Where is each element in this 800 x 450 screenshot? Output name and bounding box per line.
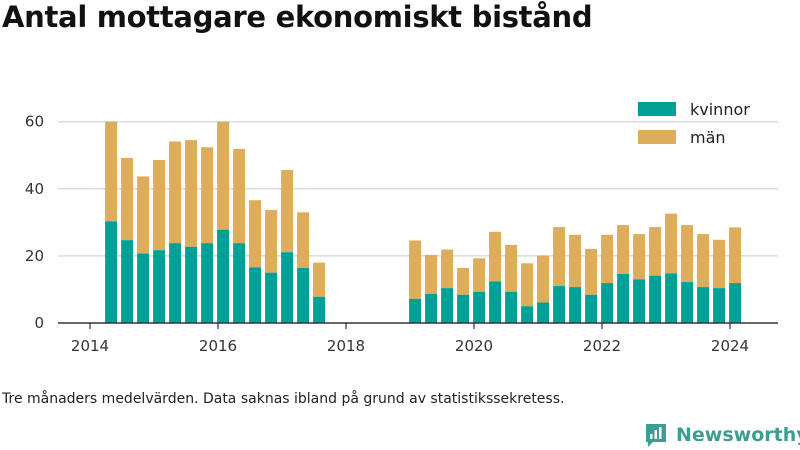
bar-man [249,200,262,268]
bar-man [489,231,502,282]
bar-kvinnor [217,229,230,323]
bar-kvinnor [137,253,150,323]
bar-man [409,240,422,299]
bar-kvinnor [441,288,454,323]
bar-chart-logo-icon [646,424,666,447]
bar-man [457,267,470,295]
bar-kvinnor [601,283,614,323]
bar-man [617,225,630,275]
bars [105,121,742,323]
bar-man [233,148,246,244]
x-tick-label: 2024 [711,337,749,355]
bar-man [201,147,214,244]
bar-kvinnor [537,302,550,323]
y-tick-label: 20 [25,247,44,265]
x-tick-label: 2018 [327,337,365,355]
bar-man [169,141,182,244]
bar-kvinnor [233,243,246,323]
bar-man [265,209,278,273]
bar-man [713,239,726,289]
bar-kvinnor [649,275,662,323]
bar-man [137,176,150,254]
bar-kvinnor [585,294,598,323]
y-axis-ticks: 0 20 40 60 [25,113,44,332]
bar-kvinnor [729,283,742,323]
bar-man [313,262,326,297]
bar-kvinnor [169,243,182,323]
legend: kvinnor män [638,100,750,147]
chart-caption: Tre månaders medelvärden. Data saknas ib… [2,391,565,407]
bar-man [505,244,518,292]
bar-man [185,140,198,247]
bar-kvinnor [153,250,166,323]
bar-kvinnor [505,291,518,323]
bar-kvinnor [249,267,262,323]
bar-kvinnor [633,279,646,323]
bar-man [297,212,310,268]
bar-man [665,213,678,274]
brand-logo[interactable]: Newsworthy [644,420,800,450]
bar-kvinnor [185,246,198,323]
legend-label-man: män [690,128,726,147]
legend-swatch-kvinnor [638,102,676,116]
bar-man [217,121,230,230]
x-tick-label: 2016 [199,337,237,355]
bar-kvinnor [409,298,422,323]
chart-title: Antal mottagare ekonomiskt bistånd [2,0,593,34]
legend-label-kvinnor: kvinnor [690,100,750,119]
y-tick-label: 0 [34,314,44,332]
x-tick-label: 2014 [71,337,109,355]
bar-kvinnor [105,221,118,323]
bar-man [473,258,486,292]
bar-kvinnor [457,294,470,323]
bar-man [153,159,166,251]
bar-man [425,254,438,294]
brand-name: Newsworthy [676,424,800,446]
bar-man [281,170,294,253]
bar-man [601,234,614,284]
bar-kvinnor [297,267,310,323]
bar-kvinnor [553,286,566,323]
bar-man [649,227,662,276]
bar-kvinnor [473,291,486,323]
bar-kvinnor [201,243,214,323]
bar-man [521,263,534,307]
legend-swatch-man [638,130,676,144]
bar-kvinnor [265,272,278,323]
bar-man [105,121,118,222]
x-tick-label: 2020 [455,337,493,355]
bar-kvinnor [569,287,582,323]
bar-man [569,234,582,288]
bar-man [537,255,550,303]
bar-kvinnor [281,252,294,323]
y-tick-label: 60 [25,113,44,131]
bar-kvinnor [121,240,134,323]
bar-man [121,157,134,241]
bar-kvinnor [681,282,694,323]
bar-man [553,227,566,287]
bar-kvinnor [617,274,630,323]
bar-kvinnor [489,281,502,323]
bar-man [729,227,742,284]
y-tick-label: 40 [25,180,44,198]
bar-man [633,234,646,280]
x-tick-label: 2022 [583,337,621,355]
bar-man [697,234,710,288]
bar-kvinnor [713,288,726,323]
bar-man [585,248,598,295]
bar-man [681,225,694,283]
bar-kvinnor [425,293,438,323]
bar-kvinnor [697,287,710,323]
x-axis-ticks: 2014 2016 2018 2020 2022 2024 [71,323,749,355]
bar-man [441,249,454,289]
bar-kvinnor [665,273,678,323]
bar-kvinnor [313,296,326,323]
bar-kvinnor [521,306,534,323]
